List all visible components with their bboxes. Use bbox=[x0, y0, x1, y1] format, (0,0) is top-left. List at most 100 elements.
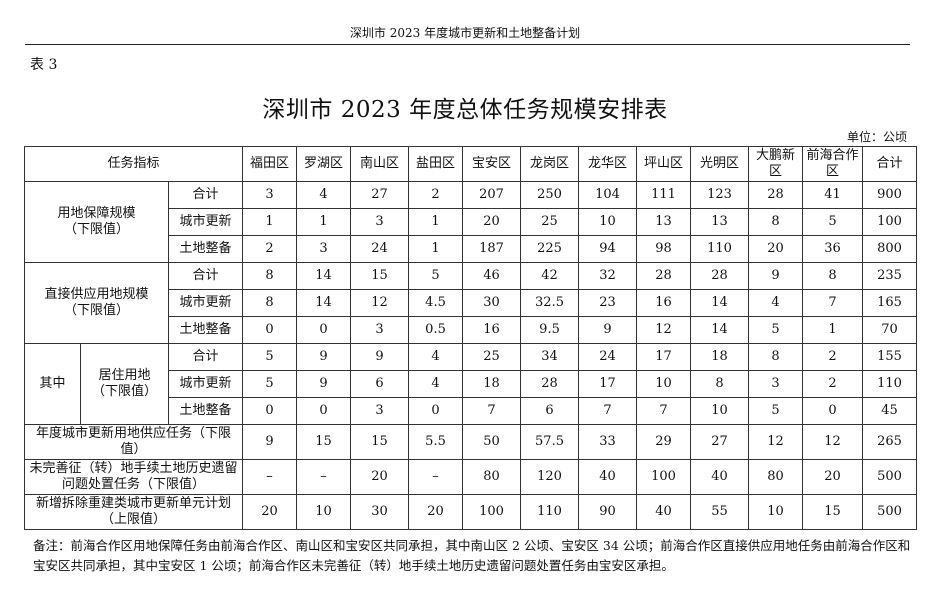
value-cell: 1 bbox=[408, 208, 464, 236]
value-cell: 32.5 bbox=[520, 289, 580, 317]
header-indicator: 任务指标 bbox=[23, 146, 244, 182]
total-cell: 265 bbox=[862, 424, 918, 460]
total-cell: 900 bbox=[862, 181, 918, 209]
value-cell: 4 bbox=[408, 343, 464, 371]
value-cell: 20 bbox=[350, 459, 410, 495]
value-cell: 28 bbox=[520, 370, 580, 398]
value-cell: 3 bbox=[350, 397, 410, 425]
value-cell: 14 bbox=[296, 262, 352, 290]
value-cell: 120 bbox=[520, 459, 580, 495]
value-cell: 110 bbox=[520, 494, 580, 530]
value-cell: 40 bbox=[690, 459, 750, 495]
header-district: 坪山区 bbox=[636, 146, 692, 182]
value-cell: 9 bbox=[748, 262, 804, 290]
value-cell: 5.5 bbox=[408, 424, 464, 460]
value-cell: 3 bbox=[350, 316, 410, 344]
table-row: 未完善征（转）地手续土地历史遗留问题处置任务（下限值） – –20–80 120 40 1… bbox=[23, 459, 918, 495]
value-cell: 3 bbox=[242, 181, 298, 209]
header-district: 龙华区 bbox=[578, 146, 638, 182]
value-cell: 187 bbox=[462, 235, 522, 263]
header-district: 盐田区 bbox=[408, 146, 464, 182]
header-district: 罗湖区 bbox=[296, 146, 352, 182]
header-row: 任务指标 福田区 罗湖区 南山区 盐田区 宝安区 龙岗区 龙华区 坪山区 光明区… bbox=[23, 146, 918, 182]
value-cell: 28 bbox=[636, 262, 692, 290]
value-cell: 32 bbox=[578, 262, 638, 290]
table-row: 土地整备 2 3 24 1 187 225 94 98 110 20 36 800 bbox=[25, 235, 918, 263]
value-cell: 1 bbox=[242, 208, 298, 236]
value-cell: 17 bbox=[578, 370, 638, 398]
table-row: 其中 居住用地 （下限值） 合计 5 9 9 4 25 34 24 17 18 8 2 155 bbox=[24, 343, 918, 425]
table-number: 表 3 bbox=[30, 57, 58, 73]
value-cell: 46 bbox=[462, 262, 522, 290]
value-cell: 0 bbox=[296, 397, 352, 425]
value-cell: 8 bbox=[748, 343, 804, 371]
value-cell: 80 bbox=[748, 459, 804, 495]
value-cell: 55 bbox=[690, 494, 750, 530]
value-cell: 18 bbox=[462, 370, 522, 398]
value-cell: 3 bbox=[296, 235, 352, 263]
value-cell: 2 bbox=[242, 235, 298, 263]
value-cell: 7 bbox=[462, 397, 522, 425]
group-label: 直接供应用地规模 （下限值） bbox=[24, 262, 169, 344]
value-cell: 15 bbox=[350, 262, 410, 290]
value-cell: 28 bbox=[690, 262, 750, 290]
value-cell: 7 bbox=[802, 289, 864, 317]
total-cell: 45 bbox=[862, 397, 918, 425]
value-cell: 34 bbox=[520, 343, 580, 371]
value-cell: 0.5 bbox=[408, 316, 464, 344]
row-label: 未完善征（转）地手续土地历史遗留问题处置任务（下限值） bbox=[23, 459, 244, 495]
value-cell: 4 bbox=[296, 181, 352, 209]
value-cell: 10 bbox=[690, 397, 750, 425]
value-cell: 24 bbox=[350, 235, 410, 263]
table-row: 直接供应用地规模 （下限值） 合计 8 14 15 5 46 42 32 28 28 9 8 235 bbox=[24, 262, 918, 344]
value-cell: 5 bbox=[802, 208, 864, 236]
unit-note: 单位：公顷 bbox=[846, 130, 907, 144]
total-cell: 800 bbox=[862, 235, 918, 263]
value-cell: 0 bbox=[242, 397, 298, 425]
sub-indicator: 土地整备 bbox=[167, 316, 244, 344]
sub-indicator: 合计 bbox=[167, 181, 244, 209]
value-cell: 27 bbox=[350, 181, 410, 209]
value-cell: 123 bbox=[690, 181, 750, 209]
value-cell: 50 bbox=[462, 424, 522, 460]
value-cell: 10 bbox=[636, 370, 692, 398]
value-cell: 6 bbox=[350, 370, 410, 398]
value-cell: 0 bbox=[408, 397, 464, 425]
value-cell: 27 bbox=[690, 424, 750, 460]
table-title: 深圳市 2023 年度总体任务规模安排表 bbox=[262, 97, 668, 123]
table-body: 任务指标 福田区 罗湖区 南山区 盐田区 宝安区 龙岗区 龙华区 坪山区 光明区… bbox=[23, 146, 918, 530]
header-rule bbox=[25, 44, 910, 45]
total-cell: 165 bbox=[862, 289, 918, 317]
group-outer-label: 其中 bbox=[24, 343, 81, 425]
value-cell: – bbox=[296, 459, 352, 495]
value-cell: – bbox=[242, 459, 298, 495]
sub-indicator: 城市更新 bbox=[167, 208, 244, 236]
value-cell: 17 bbox=[636, 343, 692, 371]
total-cell: 500 bbox=[862, 459, 918, 495]
group-label: 居住用地 （下限值） bbox=[80, 343, 169, 425]
value-cell: 1 bbox=[408, 235, 464, 263]
value-cell: 0 bbox=[802, 397, 864, 425]
value-cell: 20 bbox=[802, 459, 864, 495]
value-cell: 4 bbox=[408, 370, 464, 398]
value-cell: 57.5 bbox=[520, 424, 580, 460]
header-total: 合计 bbox=[862, 146, 918, 182]
value-cell: 20 bbox=[462, 208, 522, 236]
value-cell: 24 bbox=[578, 343, 638, 371]
value-cell: 14 bbox=[296, 289, 352, 317]
value-cell: 25 bbox=[520, 208, 580, 236]
value-cell: 33 bbox=[578, 424, 638, 460]
header-district: 宝安区 bbox=[462, 146, 522, 182]
value-cell: 20 bbox=[748, 235, 804, 263]
total-cell: 100 bbox=[862, 208, 918, 236]
value-cell: 25 bbox=[462, 343, 522, 371]
value-cell: 9 bbox=[296, 343, 352, 371]
sub-indicator: 土地整备 bbox=[167, 397, 244, 425]
value-cell: 30 bbox=[462, 289, 522, 317]
value-cell: 111 bbox=[636, 181, 692, 209]
total-cell: 155 bbox=[862, 343, 918, 371]
value-cell: 16 bbox=[462, 316, 522, 344]
value-cell: 42 bbox=[520, 262, 580, 290]
header-district: 前海合作区 bbox=[802, 146, 864, 182]
value-cell: 207 bbox=[462, 181, 522, 209]
